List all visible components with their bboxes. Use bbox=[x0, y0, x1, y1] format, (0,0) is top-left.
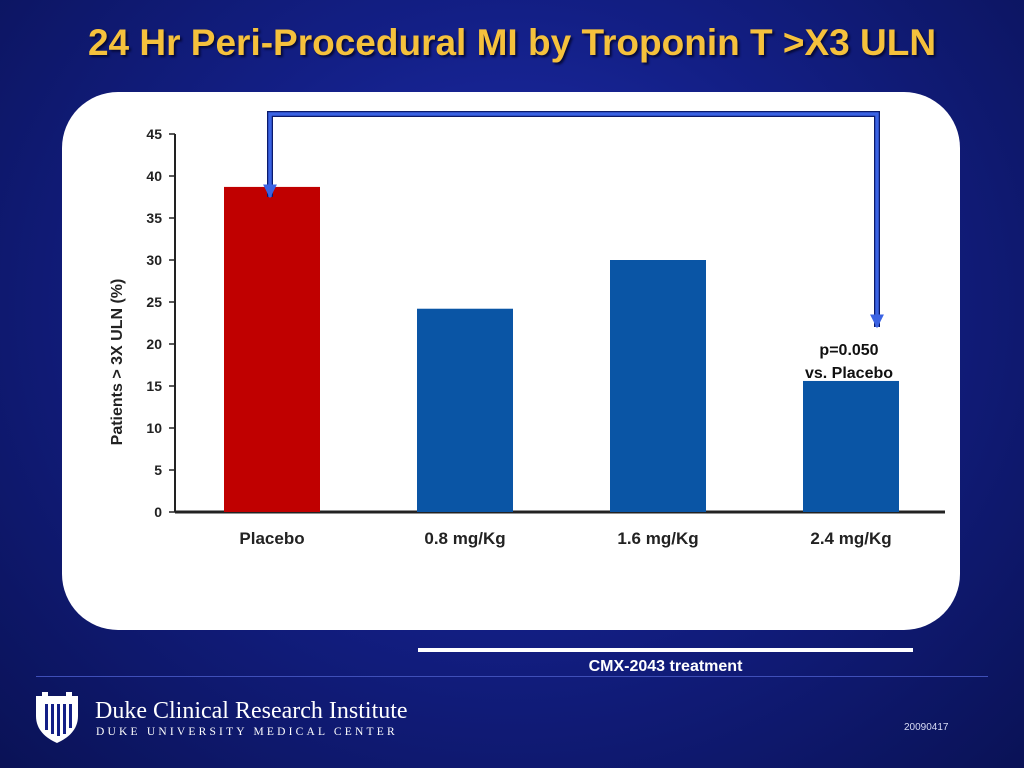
y-tick-label: 15 bbox=[146, 378, 162, 394]
institute-name: Duke Clinical Research Institute bbox=[95, 698, 408, 724]
bar-2-4-mg-kg bbox=[803, 380, 899, 512]
duke-chapel-logo-icon bbox=[36, 692, 78, 743]
y-axis-label: Patients > 3X ULN (%) bbox=[109, 279, 126, 446]
slide-code: 20090417 bbox=[904, 722, 949, 733]
y-tick-label: 30 bbox=[146, 252, 162, 268]
bar-0-8-mg-kg bbox=[417, 308, 513, 512]
bar-placebo bbox=[224, 186, 320, 513]
treatment-bracket-line bbox=[418, 648, 913, 652]
chart-panel: Patients > 3X ULN (%) 0 5 10 15 20 25 30 35 40 45… bbox=[62, 92, 960, 630]
y-tick-label: 10 bbox=[146, 420, 162, 436]
footer-divider bbox=[36, 676, 988, 677]
p-value-annotation: p=0.050 bbox=[819, 342, 878, 359]
x-category-label: Placebo bbox=[239, 529, 304, 548]
comparison-bracket-shadow bbox=[267, 111, 880, 327]
y-tick-label: 35 bbox=[146, 210, 162, 226]
y-tick-label: 5 bbox=[154, 462, 162, 478]
bar-chart: Patients > 3X ULN (%) 0 5 10 15 20 25 30 35 40 45… bbox=[109, 111, 945, 548]
x-category-label: 2.4 mg/Kg bbox=[810, 529, 891, 548]
x-category-label: 0.8 mg/Kg bbox=[424, 529, 505, 548]
treatment-label: CMX-2043 treatment bbox=[588, 658, 743, 675]
slide-title: 24 Hr Peri-Procedural MI by Troponin T >… bbox=[87, 22, 937, 63]
y-tick-label: 20 bbox=[146, 336, 162, 352]
y-tick-label: 25 bbox=[146, 294, 162, 310]
x-category-label: 1.6 mg/Kg bbox=[617, 529, 698, 548]
comparison-annotation: vs. Placebo bbox=[805, 365, 893, 382]
y-tick-label: 0 bbox=[154, 504, 162, 520]
bar-1-6-mg-kg bbox=[610, 260, 706, 512]
y-tick-label: 40 bbox=[146, 168, 162, 184]
y-tick-label: 45 bbox=[146, 126, 162, 142]
institute-subtitle: DUKE UNIVERSITY MEDICAL CENTER bbox=[96, 726, 398, 738]
comparison-bracket-arrow bbox=[263, 112, 884, 329]
